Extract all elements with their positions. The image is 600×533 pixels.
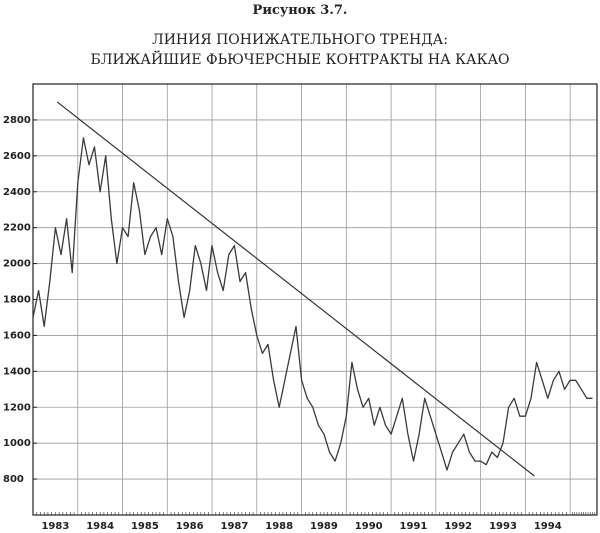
x-tick-label: 1993	[489, 521, 517, 532]
x-tick-label: 1988	[265, 521, 293, 532]
plot-frame	[32, 83, 598, 516]
y-tick-label: 2000	[3, 259, 31, 270]
y-tick-label: 2200	[3, 223, 31, 234]
y-tick-label: 800	[3, 474, 24, 485]
x-tick-label: 1984	[86, 521, 114, 532]
y-tick-label: 1800	[3, 295, 31, 306]
x-tick-label: 1983	[41, 521, 69, 532]
y-tick-label: 2800	[3, 115, 31, 126]
x-tick-label: 1990	[355, 521, 383, 532]
y-tick-label: 2600	[3, 151, 31, 162]
x-tick-label: 1987	[221, 521, 249, 532]
figure-label: Рисунок 3.7.	[253, 3, 348, 18]
x-tick-label: 1994	[534, 521, 562, 532]
x-tick-label: 1986	[176, 521, 204, 532]
price-line	[32, 137, 593, 471]
y-tick-label: 1600	[3, 330, 31, 341]
x-tick-label: 1992	[444, 521, 472, 532]
y-tick-label: 2400	[3, 187, 31, 198]
x-tick-label: 1989	[310, 521, 338, 532]
x-tick-label: 1985	[131, 521, 159, 532]
y-tick-label: 1200	[3, 402, 31, 413]
y-tick-label: 1000	[3, 438, 31, 449]
x-tick-label: 1991	[400, 521, 428, 532]
y-tick-label: 1400	[3, 366, 31, 377]
chart-title: ЛИНИЯ ПОНИЖАТЕЛЬНОГО ТРЕНДА:	[152, 32, 448, 48]
trend-line	[56, 101, 535, 477]
chart-subtitle: БЛИЖАЙШИЕ ФЬЮЧЕРСНЫЕ КОНТРАКТЫ НА КАКАО	[90, 49, 509, 68]
